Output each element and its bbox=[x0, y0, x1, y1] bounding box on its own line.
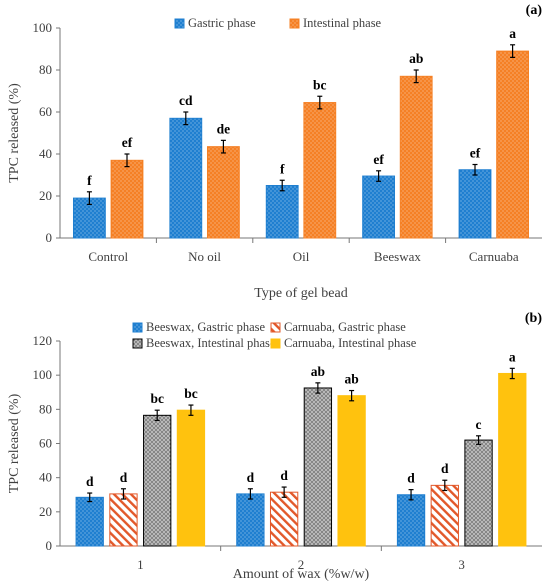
x-tick-label: 3 bbox=[458, 557, 465, 572]
bar bbox=[110, 159, 144, 239]
significance-label: d bbox=[120, 470, 128, 485]
x-tick-label: Carnuaba bbox=[469, 249, 519, 264]
significance-label: a bbox=[509, 26, 516, 41]
x-tick-label: Oil bbox=[293, 249, 310, 264]
significance-label: a bbox=[509, 349, 516, 364]
y-tick-label: 100 bbox=[33, 20, 53, 35]
legend-swatch bbox=[270, 322, 281, 333]
bar bbox=[337, 395, 366, 547]
significance-label: bc bbox=[313, 77, 327, 92]
significance-label: f bbox=[280, 161, 285, 176]
legend-label: Carnuaba, Gastric phase bbox=[284, 320, 406, 334]
significance-label: de bbox=[217, 121, 231, 136]
bar bbox=[236, 493, 265, 547]
bar bbox=[269, 491, 299, 547]
x-tick-label: 2 bbox=[298, 557, 305, 572]
y-axis-title: TPC released (%) bbox=[7, 83, 22, 183]
x-tick-label: Control bbox=[88, 249, 128, 264]
significance-label: c bbox=[476, 417, 482, 432]
bar bbox=[464, 439, 493, 547]
bar bbox=[498, 372, 527, 547]
bar bbox=[143, 414, 172, 547]
bar bbox=[430, 484, 459, 547]
bar bbox=[362, 175, 396, 239]
bar bbox=[303, 102, 337, 239]
x-tick-label: 1 bbox=[137, 557, 144, 572]
bar bbox=[396, 494, 426, 547]
legend-label: Gastric phase bbox=[188, 16, 256, 30]
x-tick-label: No oil bbox=[188, 249, 221, 264]
significance-label: ef bbox=[373, 152, 384, 167]
significance-label: f bbox=[87, 173, 92, 188]
y-tick-label: 120 bbox=[33, 333, 53, 348]
y-tick-label: 20 bbox=[39, 504, 52, 519]
y-tick-label: 0 bbox=[46, 538, 53, 553]
significance-label: cd bbox=[179, 93, 193, 108]
x-tick-label: Beeswax bbox=[374, 249, 421, 264]
bar bbox=[206, 146, 240, 239]
chart-a: (a) 0 20 40 60 80 100 TPC released (%) Type of g… bbox=[7, 3, 542, 301]
significance-label: d bbox=[407, 471, 415, 486]
panel-label: (a) bbox=[526, 3, 543, 18]
significance-label: ab bbox=[311, 364, 325, 379]
significance-label: ef bbox=[122, 135, 133, 150]
bar bbox=[458, 169, 492, 239]
y-tick-label: 60 bbox=[39, 436, 52, 451]
legend-swatch bbox=[174, 18, 185, 29]
legend-swatch bbox=[270, 338, 281, 349]
significance-label: ab bbox=[409, 51, 423, 66]
y-tick-label: 80 bbox=[39, 401, 52, 416]
y-axis-title: TPC released (%) bbox=[7, 393, 22, 493]
legend-label: Carnuaba, Intestinal phase bbox=[284, 336, 417, 350]
bar bbox=[75, 496, 104, 547]
y-tick-label: 100 bbox=[33, 367, 53, 382]
y-tick-label: 40 bbox=[39, 470, 52, 485]
panel-label: (b) bbox=[525, 311, 542, 326]
significance-label: d bbox=[280, 468, 288, 483]
legend-swatch bbox=[289, 18, 300, 29]
y-tick-label: 60 bbox=[39, 104, 52, 119]
y-tick-label: 0 bbox=[46, 230, 53, 245]
bar bbox=[303, 387, 333, 547]
bar bbox=[176, 409, 206, 547]
chart-b: (b) 0 20 40 60 80 100 120 TPC released (%) Amount… bbox=[7, 311, 542, 582]
significance-label: bc bbox=[184, 386, 198, 401]
bar bbox=[109, 493, 138, 547]
bar bbox=[496, 50, 530, 239]
significance-label: d bbox=[441, 461, 449, 476]
legend-label: Beeswax, Gastric phase bbox=[146, 320, 266, 334]
significance-label: ab bbox=[344, 372, 358, 387]
y-tick-label: 40 bbox=[39, 146, 52, 161]
y-tick-label: 20 bbox=[39, 188, 52, 203]
significance-label: d bbox=[86, 474, 94, 489]
bar bbox=[265, 185, 299, 239]
x-axis-title: Type of gel bead bbox=[254, 286, 347, 301]
significance-label: bc bbox=[150, 391, 164, 406]
legend-label: Beeswax, Intestinal phase bbox=[146, 336, 276, 350]
significance-label: ef bbox=[470, 146, 481, 161]
legend-label: Intestinal phase bbox=[303, 16, 382, 30]
x-axis-title: Amount of wax (%w/w) bbox=[233, 567, 370, 582]
significance-label: d bbox=[247, 470, 255, 485]
bar bbox=[169, 117, 203, 239]
legend-swatch bbox=[132, 338, 143, 349]
legend-swatch bbox=[132, 322, 143, 333]
bar bbox=[399, 75, 433, 239]
y-tick-label: 80 bbox=[39, 62, 52, 77]
